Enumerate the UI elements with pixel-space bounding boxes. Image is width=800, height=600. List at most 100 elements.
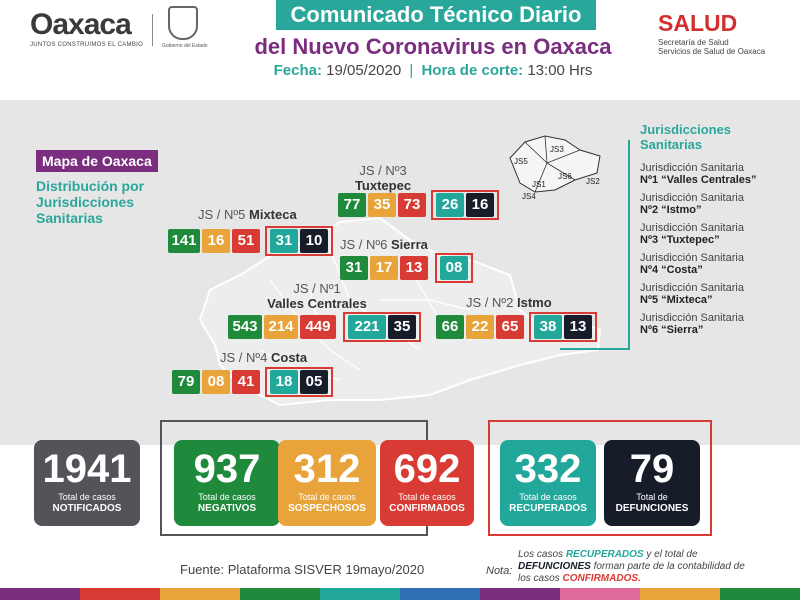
js2-label: JS / Nº2 Istmo bbox=[466, 295, 566, 310]
fecha-label: Fecha: bbox=[273, 62, 322, 79]
js1-negativos: 543 bbox=[228, 315, 262, 339]
total-notificados-caption: Total de casos bbox=[58, 492, 116, 502]
state-seal-icon bbox=[168, 6, 198, 40]
salud-logo: SALUD bbox=[658, 10, 738, 36]
oaxaca-logo-tagline: JUNTOS CONSTRUIMOS EL CAMBIO bbox=[30, 42, 144, 48]
js6-sospechosos: 17 bbox=[370, 256, 398, 280]
total-notificados-label: NOTIFICADOS bbox=[52, 503, 122, 514]
total-recuperados: 332 Total de casos RECUPERADOS bbox=[500, 440, 596, 526]
js6-recuperados: 08 bbox=[440, 256, 468, 280]
js4-code: JS / Nº4 bbox=[220, 350, 268, 365]
js4-sospechosos: 08 bbox=[202, 370, 230, 394]
legend-item: Jurisdicción Sanitaria Nº1 “Valles Centra… bbox=[640, 162, 757, 186]
nota-defunciones: DEFUNCIONES bbox=[518, 561, 591, 572]
stripe-segment bbox=[240, 588, 320, 600]
legend-item: Jurisdicción Sanitaria Nº3 “Tuxtepec” bbox=[640, 222, 744, 246]
js4-label: JS / Nº4 Costa bbox=[220, 350, 320, 365]
js3-negativos: 77 bbox=[338, 193, 366, 217]
js5-confirmados: 51 bbox=[232, 229, 260, 253]
inset-label-js4: JS4 bbox=[522, 192, 536, 201]
js4-recuperados: 18 bbox=[270, 370, 298, 394]
legend-item: Jurisdicción Sanitaria Nº2 “Istmo” bbox=[640, 192, 744, 216]
nota-text: Los casos RECUPERADOS y el total de DEFU… bbox=[518, 549, 748, 585]
js1-defunciones: 35 bbox=[388, 315, 416, 339]
total-negativos: 937 Total de casos NEGATIVOS bbox=[174, 440, 280, 526]
total-sospechosos: 312 Total de casos SOSPECHOSOS bbox=[278, 440, 376, 526]
total-notificados: 1941 Total de casos NOTIFICADOS bbox=[34, 440, 140, 526]
salud-sub-line2: Servicios de Salud de Oaxaca bbox=[658, 47, 766, 56]
legend-name: Nº3 “Tuxtepec” bbox=[640, 234, 720, 246]
js2-negativos: 66 bbox=[436, 315, 464, 339]
js5-defunciones: 10 bbox=[300, 229, 328, 253]
oaxaca-logo: Oaxaca bbox=[30, 8, 132, 41]
js2-frame bbox=[529, 312, 597, 342]
js6-label: JS / Nº6 Sierra bbox=[340, 237, 440, 252]
stripe-segment bbox=[480, 588, 560, 600]
js1-name: Valles Centrales bbox=[267, 296, 367, 311]
js5-negativos: 141 bbox=[168, 229, 200, 253]
legend-name: Nº5 “Mixteca” bbox=[640, 294, 713, 306]
js5-frame bbox=[265, 226, 333, 256]
map-tag: Mapa de Oaxaca bbox=[36, 150, 158, 172]
js3-name: Tuxtepec bbox=[354, 178, 412, 193]
js1-recuperados: 221 bbox=[348, 315, 386, 339]
hora-label: Hora de corte: bbox=[421, 62, 524, 79]
js2-defunciones: 13 bbox=[564, 315, 592, 339]
legend-item: Jurisdicción Sanitaria Nº6 “Sierra” bbox=[640, 312, 744, 336]
nota-part3: forman parte de la contabilidad de los c… bbox=[518, 561, 745, 584]
stripe-segment bbox=[320, 588, 400, 600]
js1-frame bbox=[343, 312, 421, 342]
total-confirmados-value: 692 bbox=[393, 447, 461, 491]
legend-prefix: Jurisdicción Sanitaria bbox=[640, 222, 744, 234]
salud-sub-line1: Secretaría de Salud bbox=[658, 38, 729, 47]
js2-sospechosos: 22 bbox=[466, 315, 494, 339]
fecha-value: 19/05/2020 bbox=[326, 62, 402, 79]
js3-sospechosos: 35 bbox=[368, 193, 396, 217]
page-title: Comunicado Técnico Diario bbox=[276, 0, 596, 30]
total-negativos-value: 937 bbox=[193, 447, 261, 491]
nota-part1: Los casos bbox=[518, 549, 566, 560]
stripe-segment bbox=[720, 588, 800, 600]
js3-recuperados: 26 bbox=[436, 193, 464, 217]
js3-frame bbox=[431, 190, 499, 220]
inset-label-js5: JS5 bbox=[514, 157, 528, 166]
legend-title: Jurisdicciones Sanitarias bbox=[640, 122, 732, 152]
legend-prefix: Jurisdicción Sanitaria bbox=[640, 252, 744, 264]
js2-recuperados: 38 bbox=[534, 315, 562, 339]
js3-code: JS / Nº3 bbox=[359, 163, 407, 178]
inset-label-js1: JS1 bbox=[532, 180, 546, 189]
stripe-segment bbox=[80, 588, 160, 600]
total-sospechosos-caption: Total de casos bbox=[298, 492, 356, 502]
js5-recuperados: 31 bbox=[270, 229, 298, 253]
total-defunciones: 79 Total de DEFUNCIONES bbox=[604, 440, 700, 526]
js6-name: Sierra bbox=[391, 237, 428, 252]
totals-red-frame bbox=[488, 420, 712, 536]
js4-defunciones: 05 bbox=[300, 370, 328, 394]
total-confirmados-caption: Total de casos bbox=[398, 492, 456, 502]
total-negativos-label: NEGATIVOS bbox=[197, 503, 257, 514]
color-stripe bbox=[0, 588, 800, 600]
total-confirmados: 692 Total de casos CONFIRMADOS bbox=[380, 440, 474, 526]
js3-confirmados: 73 bbox=[398, 193, 426, 217]
total-recuperados-label: RECUPERADOS bbox=[509, 503, 587, 514]
js5-sospechosos: 16 bbox=[202, 229, 230, 253]
stripe-segment bbox=[0, 588, 80, 600]
stripe-segment bbox=[640, 588, 720, 600]
js1-sospechosos: 214 bbox=[264, 315, 298, 339]
js5-label: JS / Nº5 Mixteca bbox=[198, 207, 308, 222]
js1-confirmados: 449 bbox=[300, 315, 336, 339]
js4-confirmados: 41 bbox=[232, 370, 260, 394]
legend-prefix: Jurisdicción Sanitaria bbox=[640, 192, 744, 204]
map-subtitle: Distribución por Jurisdicciones Sanitari… bbox=[36, 178, 145, 226]
salud-subtitle: Secretaría de Salud Servicios de Salud d… bbox=[658, 38, 765, 56]
js2-code: JS / Nº2 bbox=[466, 295, 514, 310]
stripe-segment bbox=[560, 588, 640, 600]
js3-label: JS / Nº3 Tuxtepec bbox=[348, 163, 418, 193]
legend-name: Nº6 “Sierra” bbox=[640, 324, 704, 336]
js6-negativos: 31 bbox=[340, 256, 368, 280]
js4-name: Costa bbox=[271, 350, 308, 365]
total-negativos-caption: Total de casos bbox=[198, 492, 256, 502]
nota-confirmados: CONFIRMADOS. bbox=[562, 573, 641, 584]
seal-caption: Gobierno del Estado bbox=[162, 43, 208, 49]
js1-code: JS / Nº1 bbox=[293, 281, 341, 296]
